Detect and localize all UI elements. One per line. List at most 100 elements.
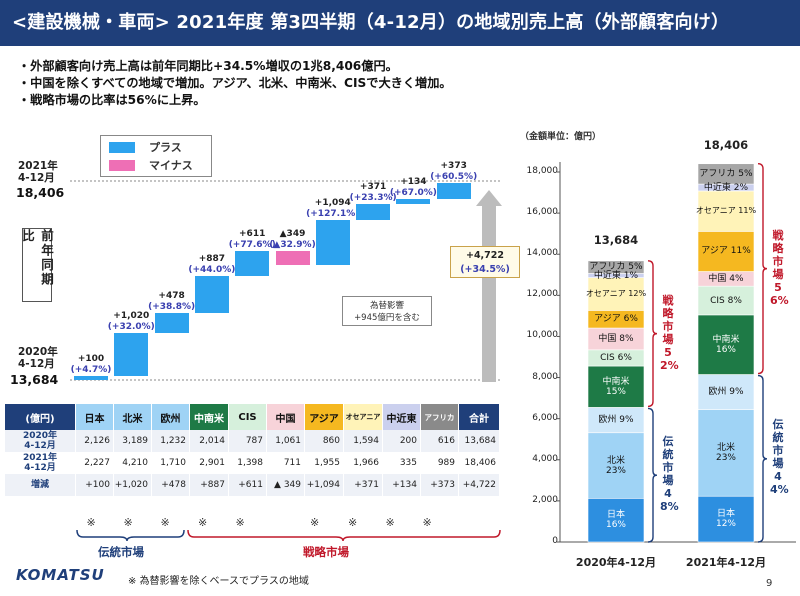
total-change-box: +4,722 (+34.5%)	[450, 246, 520, 278]
y-tick-label: 16,000	[526, 207, 559, 218]
waterfall-pct-label: (+60.5%)	[430, 172, 478, 183]
waterfall-value-label: +887	[198, 254, 226, 265]
waterfall-bar-7	[356, 204, 391, 220]
fx-marks-row: ※ ※ ※ ※ ※ ※ ※ ※ ※	[0, 516, 520, 532]
current-total-value: 18,406	[16, 185, 65, 200]
waterfall-pct-label: (+44.0%)	[188, 265, 236, 276]
table-cell: 1,398	[228, 452, 267, 474]
y-tick-label: 2,000	[532, 494, 558, 505]
waterfall-bar-0	[74, 375, 108, 380]
waterfall-pct-label: (+38.8%)	[148, 302, 196, 313]
waterfall-pct-label: (+77.6%)	[228, 239, 276, 250]
stack-segment-label: 日本 16%	[605, 510, 626, 531]
stack-segment-label: 北米 23%	[715, 442, 736, 463]
bullet-2: ・中国を除くすべての地域で増加。アジア、北米、中南米、CISで大きく増加。	[18, 76, 452, 90]
waterfall-bar-1	[114, 333, 149, 376]
fx-mark: ※	[123, 516, 133, 529]
table-cell: 335	[382, 452, 421, 474]
table-cell: +134	[382, 474, 421, 496]
table-cell: 711	[266, 452, 305, 474]
table-cell: 1,710	[151, 452, 190, 474]
traditional-bracket-0	[647, 407, 658, 543]
stack-segment-6	[697, 231, 755, 272]
prior-year-label: 前年同期比	[20, 229, 54, 287]
y-tick-label: 4,000	[532, 453, 558, 464]
komatsu-logo: KOMATSU	[16, 566, 105, 584]
table-row: 増減 +100 +1,020 +478 +887 +611 ▲ 349 +1,0…	[4, 474, 499, 496]
stack-segment-3	[697, 314, 755, 375]
table-header-cell: 北米	[113, 404, 152, 430]
stack-segment-9	[587, 260, 645, 274]
table-header-cell: 日本	[75, 404, 114, 430]
stack-segment-label: 欧州 9%	[598, 415, 634, 426]
y-tick-label: 8,000	[532, 371, 558, 382]
table-cell: 3,189	[113, 430, 152, 452]
stack-segment-label: CIS 8%	[710, 295, 742, 306]
table-cell: 860	[304, 430, 344, 452]
fx-mark: ※	[160, 516, 170, 529]
waterfall-bar-8	[396, 198, 431, 205]
legend-plus: プラス	[109, 140, 182, 154]
waterfall-pct-label: (+4.7%)	[70, 364, 112, 375]
market-share-label: 伝統市場48%	[660, 434, 679, 513]
market-share-label: 戦略市場56%	[770, 229, 789, 308]
table-header-cell: アフリカ	[420, 404, 459, 430]
market-share-label: 伝統市場44%	[770, 418, 789, 497]
fx-impact-note: 為替影響 +945億円を含む	[342, 296, 432, 326]
stack-segment-label: 中近東 2%	[703, 182, 749, 193]
table-row: 2021年 4-12月 2,227 4,210 1,710 2,901 1,39…	[4, 452, 499, 474]
table-cell: 1,955	[304, 452, 344, 474]
waterfall-pct-label: (+23.3%)	[349, 193, 397, 204]
table-header-cell: 中国	[266, 404, 305, 430]
fx-mark: ※	[385, 516, 395, 529]
table-cell: 1,966	[343, 452, 383, 474]
stack-segment-0	[587, 497, 645, 543]
strategic-market-label: 戦略市場	[303, 545, 349, 559]
waterfall-bar-3	[194, 276, 229, 314]
waterfall-guides	[70, 180, 502, 382]
waterfall-pct-label: (+32.0%)	[107, 322, 155, 333]
waterfall-value-label: ▲349	[279, 228, 306, 239]
table-cell: +887	[189, 474, 229, 496]
waterfall-bar-2	[154, 313, 189, 334]
table-cell: +100	[75, 474, 114, 496]
prior-year-box: 前年同期比	[20, 228, 54, 302]
table-cell: 2,014	[189, 430, 229, 452]
waterfall-bar-6	[315, 219, 350, 266]
table-cell: +1,094	[304, 474, 344, 496]
table-header-cell: オセアニア	[343, 404, 383, 430]
table-header-cell: 合計	[458, 404, 499, 430]
stack-segment-label: アフリカ 5%	[699, 168, 753, 179]
stack-segment-label: 北米 23%	[605, 455, 626, 476]
table-cell: ▲ 349	[266, 474, 305, 496]
stack-segment-label: 中南米 16%	[712, 334, 740, 355]
stack-segment-label: アジア 11%	[701, 246, 751, 257]
table-cell: 2,126	[75, 430, 114, 452]
waterfall-bar-9	[436, 183, 471, 199]
stack-segment-0	[697, 495, 755, 543]
strategic-bracket-1	[757, 163, 768, 375]
waterfall-value-label: +371	[359, 182, 387, 193]
waterfall-value-label: +1,094	[314, 197, 351, 208]
stack-segment-7	[587, 277, 645, 311]
stack-segment-9	[697, 163, 755, 185]
table-row-label: 2020年 4-12月	[4, 430, 76, 452]
stack-total-label: 18,406	[703, 137, 749, 152]
table-cell: 1,232	[151, 430, 190, 452]
bullet-3: ・戦略市場の比率は56%に上昇。	[18, 93, 206, 107]
stack-segment-label: CIS 6%	[600, 352, 632, 363]
table-cell: 18,406	[458, 452, 499, 474]
bullet-1: ・外部顧客向け売上高は前年同期比+34.5%増収の1兆8,406億円。	[18, 59, 398, 73]
table-row: 2020年 4-12月 2,126 3,189 1,232 2,014 787 …	[4, 430, 499, 452]
waterfall-value-label: +134	[400, 176, 427, 187]
table-cell: +478	[151, 474, 190, 496]
table-cell: 2,901	[189, 452, 229, 474]
total-change-arrow	[476, 190, 502, 382]
table-cell: 1,594	[343, 430, 383, 452]
stack-segment-label: 日本 12%	[715, 509, 736, 530]
waterfall-bar-5	[275, 250, 310, 266]
waterfall-value-label: +478	[158, 291, 185, 302]
table-cell: 4,210	[113, 452, 152, 474]
table-cell: +611	[228, 474, 267, 496]
waterfall-bar-4	[235, 250, 270, 277]
